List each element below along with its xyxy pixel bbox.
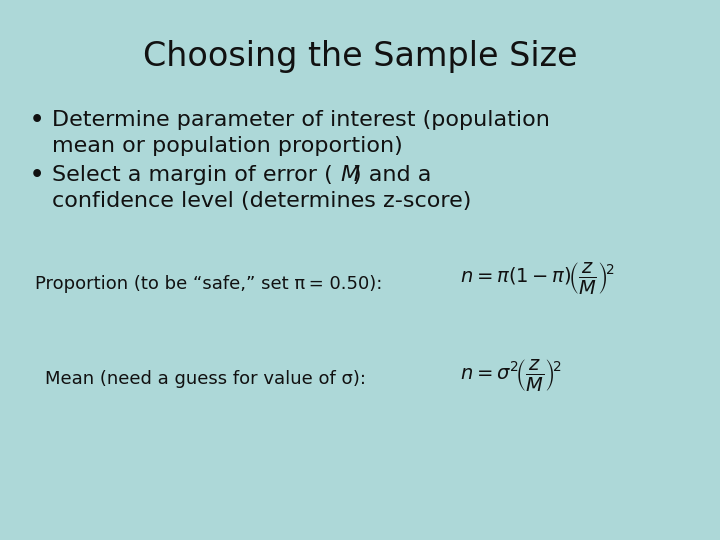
Text: Mean (need a guess for value of σ):: Mean (need a guess for value of σ):	[45, 370, 366, 388]
Text: Proportion (to be “safe,” set π = 0.50):: Proportion (to be “safe,” set π = 0.50):	[35, 275, 382, 293]
Text: Select a margin of error (: Select a margin of error (	[52, 165, 333, 185]
Text: Choosing the Sample Size: Choosing the Sample Size	[143, 40, 577, 73]
Text: $n = \sigma^2\!\left(\dfrac{z}{M}\right)^{\!2}$: $n = \sigma^2\!\left(\dfrac{z}{M}\right)…	[460, 357, 562, 393]
Text: mean or population proportion): mean or population proportion)	[52, 136, 402, 156]
Text: confidence level (determines z-score): confidence level (determines z-score)	[52, 191, 472, 211]
Text: Determine parameter of interest (population: Determine parameter of interest (populat…	[52, 110, 550, 130]
Text: •: •	[30, 110, 44, 130]
Text: $n = \pi(1-\pi)\!\left(\dfrac{z}{M}\right)^{\!2}$: $n = \pi(1-\pi)\!\left(\dfrac{z}{M}\righ…	[460, 260, 615, 296]
Text: •: •	[30, 165, 44, 185]
Text: M: M	[340, 165, 359, 185]
Text: ) and a: ) and a	[353, 165, 431, 185]
